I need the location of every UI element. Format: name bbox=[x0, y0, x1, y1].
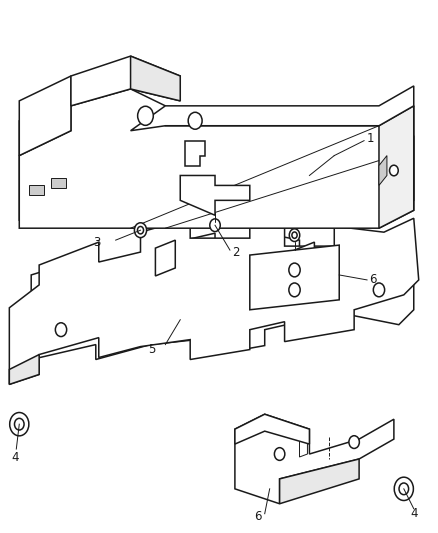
Circle shape bbox=[373, 283, 385, 297]
Text: 6: 6 bbox=[369, 273, 377, 286]
Circle shape bbox=[10, 413, 29, 436]
Text: 1: 1 bbox=[367, 132, 374, 145]
Circle shape bbox=[349, 435, 359, 448]
Polygon shape bbox=[71, 56, 180, 106]
Circle shape bbox=[55, 323, 67, 336]
Circle shape bbox=[138, 227, 144, 234]
Circle shape bbox=[394, 477, 413, 500]
Polygon shape bbox=[235, 414, 309, 444]
Polygon shape bbox=[379, 106, 414, 228]
Polygon shape bbox=[155, 240, 175, 276]
Polygon shape bbox=[185, 141, 205, 166]
Text: 6: 6 bbox=[254, 510, 261, 523]
Text: 3: 3 bbox=[93, 236, 101, 248]
Circle shape bbox=[292, 232, 297, 238]
Polygon shape bbox=[379, 156, 387, 185]
Circle shape bbox=[274, 448, 285, 461]
Polygon shape bbox=[250, 245, 339, 310]
Text: 2: 2 bbox=[232, 246, 240, 259]
Text: 4: 4 bbox=[11, 450, 19, 464]
Circle shape bbox=[14, 418, 24, 430]
Polygon shape bbox=[19, 86, 414, 220]
Polygon shape bbox=[131, 56, 180, 101]
Circle shape bbox=[399, 483, 409, 495]
Circle shape bbox=[210, 219, 220, 231]
Polygon shape bbox=[235, 414, 394, 504]
Polygon shape bbox=[29, 185, 44, 196]
Polygon shape bbox=[279, 459, 359, 504]
Circle shape bbox=[289, 263, 300, 277]
Circle shape bbox=[289, 283, 300, 297]
Polygon shape bbox=[19, 76, 71, 156]
Text: 4: 4 bbox=[410, 507, 417, 520]
Polygon shape bbox=[51, 179, 66, 188]
Polygon shape bbox=[19, 89, 414, 228]
Text: 5: 5 bbox=[148, 343, 155, 356]
Polygon shape bbox=[9, 218, 419, 384]
Polygon shape bbox=[131, 86, 414, 131]
Polygon shape bbox=[9, 354, 39, 384]
Polygon shape bbox=[11, 233, 414, 375]
Polygon shape bbox=[180, 175, 250, 215]
Polygon shape bbox=[294, 242, 314, 278]
Circle shape bbox=[389, 165, 398, 176]
Circle shape bbox=[134, 223, 147, 238]
Circle shape bbox=[289, 229, 300, 241]
Polygon shape bbox=[300, 429, 307, 457]
Circle shape bbox=[138, 106, 153, 125]
Circle shape bbox=[188, 112, 202, 129]
